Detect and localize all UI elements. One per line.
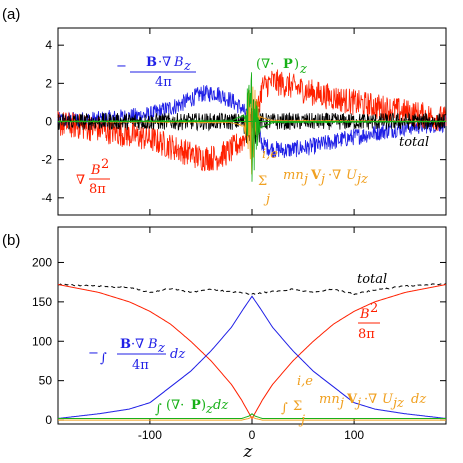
svg-text:2: 2 [370,301,378,316]
y-tick-label-a-2: 0 [45,115,52,129]
x-tick-label-b-1: 0 [249,428,256,442]
panel-b-plot [57,283,447,421]
svg-text:2: 2 [101,157,109,172]
svg-text:j: j [318,172,325,187]
svg-text:U: U [346,168,358,183]
annotation-total-a: total [399,135,429,150]
svg-text:j: j [337,396,344,411]
svg-text:B: B [146,55,157,70]
annotation-magnetic-pressure-b: B 2 8π [358,301,380,342]
y-tick-label-b-1: 50 [39,374,53,388]
svg-text:P: P [283,57,293,72]
panel-b-axes: 0 50 100 150 200 -100 0 100 [32,227,446,442]
x-tick-label-b-0: -100 [138,428,162,442]
svg-text:B: B [147,337,158,352]
svg-text:8π: 8π [358,327,375,342]
y-tick-label-b-4: 200 [32,255,52,269]
svg-text:−: − [116,59,127,74]
svg-text:Σ: Σ [293,399,302,414]
y-tick-label-b-0: 0 [45,413,52,427]
svg-text:8π: 8π [89,182,106,197]
annotation-magnetic-tension-b: − ∫ B ·∇ B z 4π dz [88,337,185,373]
panel-a-axes: -4 -2 0 2 4 [41,28,446,215]
svg-text:·∇: ·∇ [131,337,144,352]
series-b-0 [58,283,447,296]
panel-label-b: (b) [2,232,20,249]
annotation-total-b: total [357,272,387,287]
svg-text:∫: ∫ [281,401,288,416]
panel-a-plot [57,69,447,182]
svg-text:∇: ∇ [76,173,85,188]
x-axis-label: z [243,442,254,462]
svg-text:·∇: ·∇ [158,55,171,70]
series-b-2 [57,295,447,419]
svg-text:z: z [299,62,307,77]
svg-text:mn: mn [319,392,340,407]
svg-text:j: j [298,413,305,428]
svg-text:dz: dz [411,392,426,407]
svg-text:j: j [354,396,361,411]
svg-text:): ) [201,398,206,413]
svg-text:z: z [183,59,191,74]
annotation-momentum-b: ∫ i,e Σ j mn j V j ·∇ U jz dz [281,374,426,428]
y-tick-label-a-0: -4 [41,191,52,205]
svg-text:dz: dz [170,347,185,362]
svg-text:−: − [88,346,99,361]
svg-text:mn: mn [283,168,304,183]
svg-text:dz: dz [213,398,228,413]
svg-text:(∇·: (∇· [256,57,274,72]
svg-text:B: B [173,55,184,70]
svg-text:4π: 4π [132,358,149,373]
svg-text:Σ: Σ [258,174,267,189]
y-tick-label-b-2: 100 [32,334,52,348]
series-b-1 [57,284,447,420]
svg-text:·∇: ·∇ [364,392,377,407]
svg-text:B: B [90,163,101,178]
svg-text:·∇: ·∇ [328,168,341,183]
svg-text:(∇·: (∇· [166,398,184,413]
svg-text:z: z [157,341,165,356]
series-b-4 [58,416,446,421]
annotation-magnetic-pressure-a: ∇ B 2 8π [76,157,110,197]
x-tick-label-b-2: 100 [344,428,364,442]
svg-text:jz: jz [390,396,404,411]
svg-text:j: j [263,192,270,207]
svg-text:i,e: i,e [297,374,313,389]
svg-text:V: V [310,168,322,183]
y-tick-label-b-3: 150 [32,295,52,309]
svg-text:j: j [301,172,308,187]
svg-text:jz: jz [354,172,368,187]
svg-text:B: B [120,337,131,352]
svg-text:P: P [191,398,201,413]
y-tick-label-a-1: -2 [41,153,52,167]
svg-text:∫: ∫ [155,402,162,417]
svg-text:∫: ∫ [100,351,107,366]
svg-text:V: V [346,392,358,407]
svg-text:B: B [359,307,370,322]
series-b-3 [58,413,446,419]
svg-text:U: U [382,392,394,407]
panel-label-a: (a) [2,6,20,23]
svg-text:): ) [294,57,299,72]
svg-text:4π: 4π [155,75,172,90]
annotation-magnetic-tension-a: − B ·∇ B z 4π [116,55,196,90]
annotation-pressure-divergence-b: ∫ (∇· P ) z dz [155,398,228,417]
y-tick-label-a-4: 4 [45,38,52,52]
svg-text:i,e: i,e [262,147,278,162]
annotation-momentum-a: i,e Σ j mn j V j ·∇ U jz [258,147,368,207]
svg-text:z: z [205,402,213,417]
annotation-pressure-divergence-a: (∇· P ) z [256,57,307,77]
y-tick-label-a-3: 2 [45,76,52,90]
